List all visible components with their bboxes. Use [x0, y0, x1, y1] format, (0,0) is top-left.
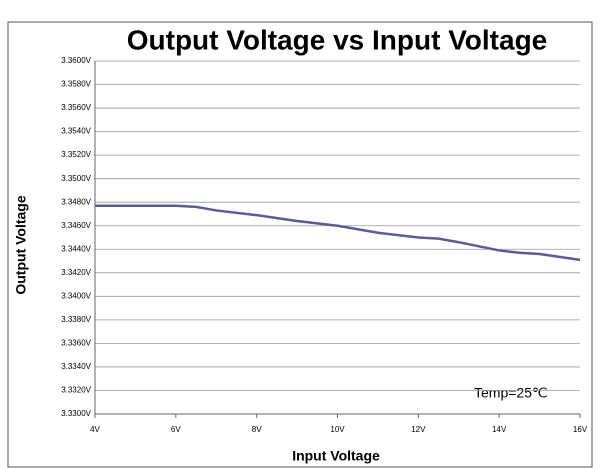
y-tick-label: 3.3440V: [61, 244, 91, 253]
y-tick-label: 3.3320V: [61, 386, 91, 395]
y-tick-label: 3.3480V: [61, 197, 91, 206]
y-tick-label: 3.3420V: [61, 268, 91, 277]
x-axis-label: Input Voltage: [292, 448, 380, 464]
x-tick-label: 10V: [330, 425, 345, 434]
y-tick-label: 3.3360V: [61, 339, 91, 348]
y-tick-label: 3.3460V: [61, 221, 91, 230]
y-tick-label: 3.3600V: [61, 56, 91, 65]
x-tick-label: 4V: [90, 425, 100, 434]
x-tick-label: 14V: [492, 425, 507, 434]
y-tick-label: 3.3380V: [61, 315, 91, 324]
y-tick-label: 3.3520V: [61, 150, 91, 159]
x-tick-label: 12V: [411, 425, 426, 434]
y-axis-label: Output Voltage: [13, 195, 29, 294]
y-tick-label: 3.3300V: [61, 409, 91, 418]
chart-title: Output Voltage vs Input Voltage: [127, 24, 548, 55]
y-tick-label: 3.3400V: [61, 291, 91, 300]
chart-frame: [7, 21, 593, 468]
y-tick-label: 3.3340V: [61, 362, 91, 371]
y-tick-label: 3.3580V: [61, 80, 91, 89]
x-tick-label: 8V: [252, 425, 262, 434]
annotation: Temp=25℃: [474, 385, 548, 401]
x-tick-label: 6V: [171, 425, 181, 434]
data-line: [95, 204, 581, 262]
y-tick-label: 3.3500V: [61, 174, 91, 183]
y-tick-label: 3.3540V: [61, 127, 91, 136]
y-tick-label: 3.3560V: [61, 103, 91, 112]
x-tick-label: 16V: [573, 425, 588, 434]
